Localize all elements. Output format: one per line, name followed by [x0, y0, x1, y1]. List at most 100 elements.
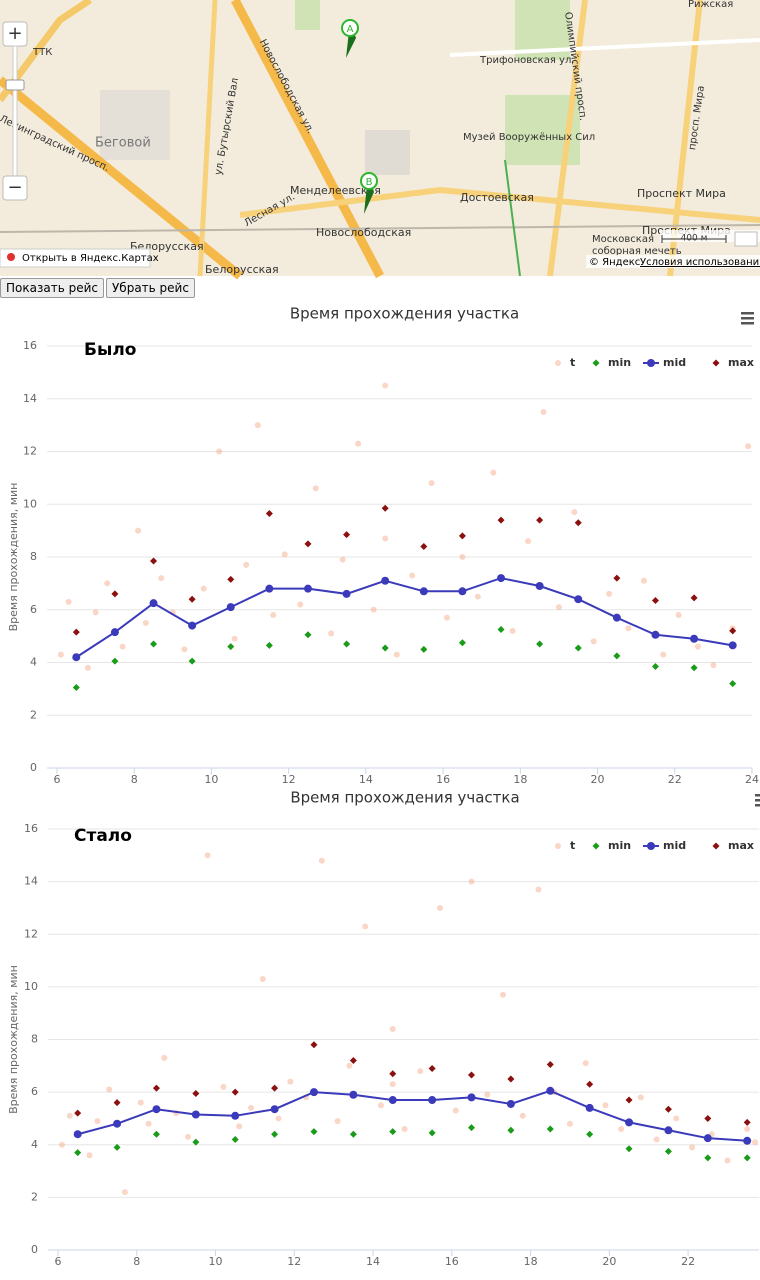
point — [66, 1112, 73, 1119]
road — [547, 0, 588, 277]
open-yandex[interactable]: Открыть в Яндекс.Картах — [0, 248, 159, 268]
y-tick-label: 6 — [30, 603, 37, 616]
legend-label: t — [570, 356, 575, 369]
point — [419, 587, 428, 596]
point — [509, 627, 516, 634]
x-tick-label: 22 — [668, 773, 682, 786]
legend-symbol — [555, 843, 561, 849]
legend-item[interactable]: t — [555, 839, 575, 852]
road — [449, 38, 760, 57]
point — [625, 1096, 633, 1104]
ruler-button[interactable] — [734, 231, 758, 247]
hide-route-button[interactable]: Убрать рейс — [105, 278, 195, 298]
legend-item[interactable]: min — [592, 356, 632, 369]
map[interactable]: ТТК Беговой Ленинградский просп. ул. Бут… — [0, 0, 760, 280]
marker-label: A — [347, 24, 354, 35]
show-route-button[interactable]: Показать рейс — [0, 278, 104, 298]
point — [188, 657, 196, 665]
y-tick-label: 14 — [24, 875, 38, 888]
point — [507, 1126, 515, 1134]
point — [525, 538, 532, 545]
point — [586, 1080, 594, 1088]
chart-title: Время прохождения участка — [290, 305, 519, 323]
chart-menu[interactable] — [755, 794, 760, 807]
x-tick-label: 22 — [681, 1255, 695, 1268]
point — [651, 662, 659, 670]
point — [72, 684, 80, 692]
y-tick-label: 8 — [31, 1033, 38, 1046]
chart-title: Время прохождения участка — [290, 789, 519, 807]
legend-symbol — [647, 359, 655, 367]
point — [467, 1093, 476, 1102]
point — [428, 1129, 436, 1137]
zoom-slider[interactable] — [5, 79, 25, 91]
road — [239, 186, 760, 223]
y-tick-label: 10 — [23, 497, 37, 510]
point — [149, 599, 158, 608]
point — [497, 626, 505, 634]
chart-menu[interactable] — [741, 312, 754, 325]
point — [231, 635, 238, 642]
point — [660, 651, 667, 658]
point — [142, 619, 149, 626]
legend-item[interactable]: max — [712, 839, 754, 852]
button-bar: Показать рейс Убрать рейс — [0, 278, 195, 298]
point — [310, 1128, 318, 1136]
point — [497, 516, 505, 524]
point — [184, 1133, 191, 1140]
point — [704, 1114, 712, 1122]
point — [729, 680, 737, 688]
point — [271, 1130, 279, 1138]
point — [506, 1099, 515, 1108]
point — [92, 609, 99, 616]
point — [507, 1075, 515, 1083]
terms-link[interactable]: Условия использования — [640, 257, 760, 268]
point — [265, 641, 273, 649]
scale-label: 400 м — [681, 234, 708, 244]
point — [370, 606, 377, 613]
point — [574, 519, 582, 527]
zoom-out-button[interactable] — [2, 175, 28, 201]
point — [728, 641, 737, 650]
x-tick-label: 8 — [131, 773, 138, 786]
legend-item[interactable]: t — [555, 356, 575, 369]
y-tick-label: 8 — [30, 550, 37, 563]
point — [152, 1130, 160, 1138]
point — [152, 1084, 160, 1092]
legend-item[interactable]: min — [592, 839, 632, 852]
legend-symbol — [555, 360, 561, 366]
point — [586, 1130, 594, 1138]
point — [690, 634, 699, 643]
y-tick-label: 12 — [23, 445, 37, 458]
legend-item[interactable]: mid — [643, 839, 686, 852]
x-tick-label: 14 — [359, 773, 373, 786]
point — [304, 540, 312, 548]
map-label: Достоевская — [460, 191, 534, 204]
point — [585, 1103, 594, 1112]
railway — [0, 224, 760, 233]
point — [612, 613, 621, 622]
point — [152, 1105, 161, 1114]
point — [566, 1120, 573, 1127]
point — [346, 1062, 353, 1069]
point — [312, 485, 319, 492]
point — [188, 621, 197, 630]
marker-a[interactable]: A — [341, 19, 359, 58]
point — [540, 408, 547, 415]
point — [602, 1102, 609, 1109]
marker-b[interactable]: B — [360, 172, 378, 214]
legend-symbol — [647, 842, 655, 850]
point — [618, 1125, 625, 1132]
point — [389, 1025, 396, 1032]
point — [710, 662, 717, 669]
y-tick-label: 4 — [31, 1138, 38, 1151]
legend-item[interactable]: max — [712, 356, 754, 369]
point — [625, 1118, 634, 1127]
point — [690, 664, 698, 672]
legend-item[interactable]: mid — [643, 356, 686, 369]
point — [192, 1089, 200, 1097]
point — [181, 646, 188, 653]
y-tick-label: 2 — [30, 708, 37, 721]
